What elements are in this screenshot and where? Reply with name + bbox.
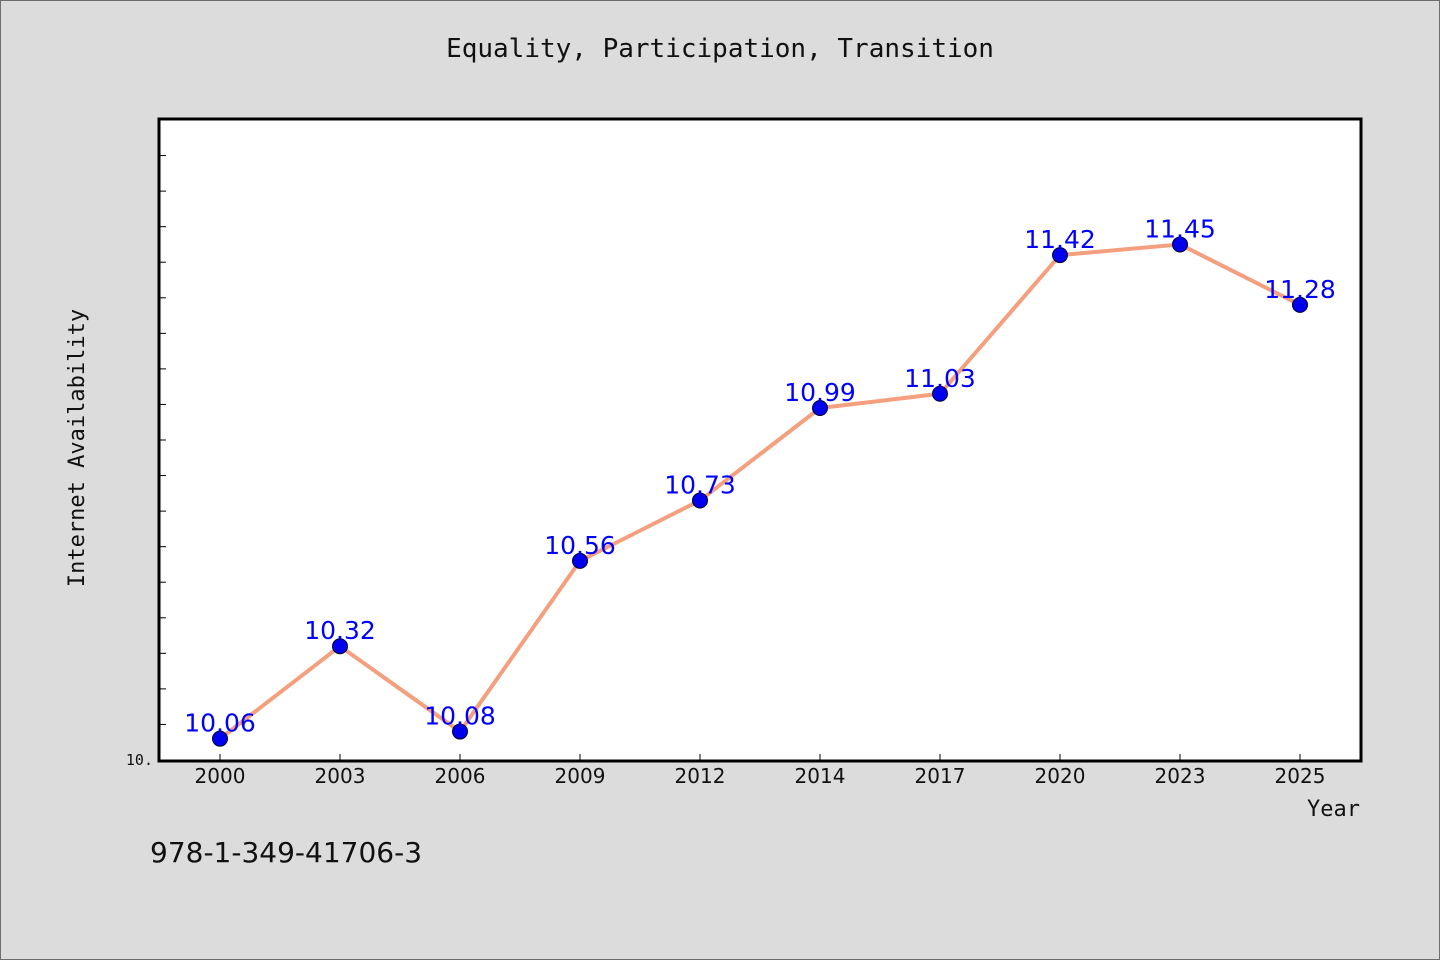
chart-title: Equality, Participation, Transition (446, 34, 994, 64)
x-tick-label: 2020 (1035, 764, 1086, 788)
data-label: 11.28 (1264, 275, 1336, 304)
x-tick-label: 2014 (795, 764, 846, 788)
x-tick-label: 2012 (675, 764, 726, 788)
data-point (1052, 247, 1068, 264)
x-tick-label: 2025 (1275, 764, 1326, 788)
y-tick-label: 10. (126, 751, 153, 769)
data-point (332, 638, 348, 655)
data-point (1292, 296, 1308, 313)
x-tick-label: 2000 (195, 764, 246, 788)
plot-area (157, 117, 1363, 763)
data-point (212, 730, 228, 747)
series-line (218, 242, 1301, 741)
x-tick-label: 2006 (435, 764, 486, 788)
data-point (692, 492, 708, 509)
x-tick-label: 2003 (315, 764, 366, 788)
data-label: 10.32 (304, 616, 376, 645)
y-axis-ticks (160, 155, 166, 725)
data-label: 10.99 (784, 378, 856, 407)
data-label: 11.03 (904, 364, 976, 393)
x-tick-label: 2009 (555, 764, 606, 788)
data-point (1172, 236, 1188, 253)
isbn-label: 978-1-349-41706-3 (150, 836, 423, 869)
data-point (812, 400, 828, 416)
data-point (452, 723, 468, 740)
x-axis-ticks: 2000 2003 2006 2009 2012 2014 2017 2020 2023 2025 (195, 754, 1326, 788)
data-label: 10.56 (544, 531, 616, 560)
data-label: 10.06 (184, 709, 256, 738)
data-label: 11.45 (1144, 214, 1216, 243)
x-tick-label: 2023 (1155, 764, 1206, 788)
data-point (572, 552, 588, 569)
x-axis-title: Year (1307, 797, 1360, 822)
series-group: 10.06 10.32 10.08 10.56 10.73 10.99 11.03 11.42… (184, 214, 1336, 747)
data-label: 11.42 (1024, 225, 1096, 254)
data-label: 10.08 (424, 702, 496, 731)
data-label: 10.73 (664, 470, 736, 499)
y-axis-title: Internet Availability (65, 309, 90, 587)
data-point (932, 385, 948, 402)
x-tick-label: 2017 (915, 764, 966, 788)
